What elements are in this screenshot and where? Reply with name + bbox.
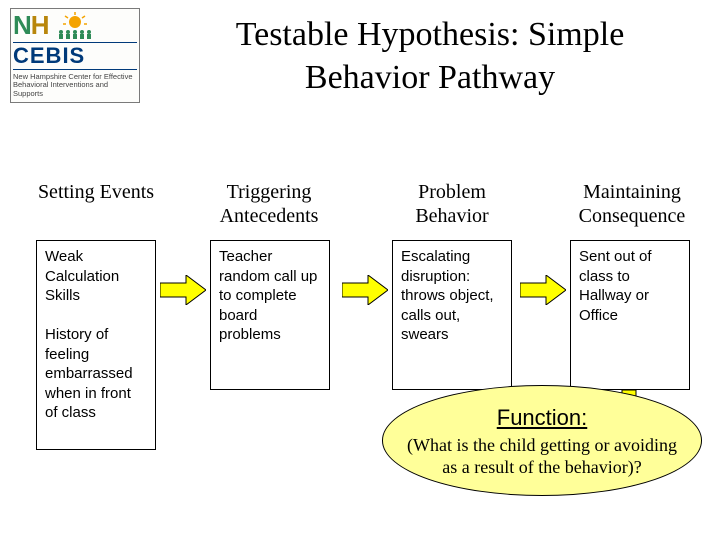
box-problem: Escalating disruption: throws object, ca…: [392, 240, 512, 390]
logo-n: N: [13, 10, 31, 40]
header-problem: Problem Behavior: [392, 180, 512, 228]
header-trigger: Triggering Antecedents: [204, 180, 334, 228]
box-trigger: Teacher random call up to complete board…: [210, 240, 330, 390]
header-maintain: Maintaining Consequence: [562, 180, 702, 228]
logo: NH CEBIS New Hampshire Center for Effect…: [10, 8, 140, 103]
sun-people-icon: [51, 12, 99, 40]
box-setting: Weak Calculation Skills History of feeli…: [36, 240, 156, 450]
function-text: (What is the child getting or avoiding a…: [407, 435, 677, 478]
logo-subtitle: New Hampshire Center for Effective Behav…: [13, 73, 137, 99]
arrow-right-1: [160, 275, 206, 305]
header-setting: Setting Events: [36, 180, 156, 204]
function-label: Function:: [399, 404, 685, 432]
arrow-right-2: [342, 275, 388, 305]
page-title: Testable Hypothesis: Simple Behavior Pat…: [170, 14, 690, 99]
logo-cebis: CEBIS: [13, 42, 137, 70]
arrow-right-3: [520, 275, 566, 305]
box-maintain: Sent out of class to Hallway or Office: [570, 240, 690, 390]
function-oval: Function: (What is the child getting or …: [382, 385, 702, 496]
